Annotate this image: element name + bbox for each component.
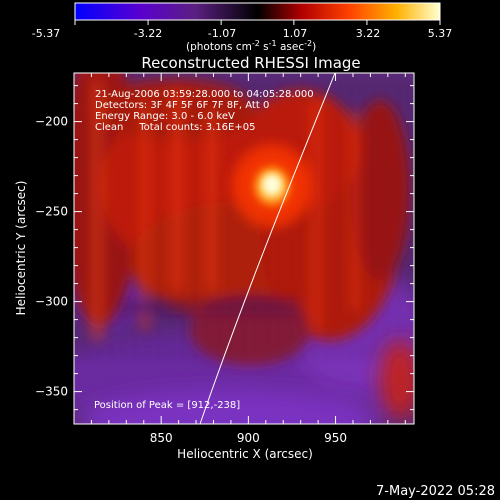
y-axis-label: Heliocentric Y (arcsec) [14,181,28,316]
flare-peak [232,144,312,228]
colorbar-tick-label: 5.37 [428,27,453,40]
solar-limb [199,73,336,424]
info-energy-range: Energy Range: 3.0 - 6.0 keV [95,111,235,122]
info-detectors: Detectors: 3F 4F 5F 6F 7F 8F, Att 0 [95,100,269,111]
x-axis-label: Heliocentric X (arcsec) [177,447,313,461]
peak-position-label: Position of Peak = [912,-238] [94,400,240,411]
x-tick-label: 900 [237,431,260,445]
y-axis: −200 −250 −300 −350 [35,85,414,411]
colorbar-tick-label: -3.22 [134,27,162,40]
y-tick-label: −300 [35,295,68,309]
colorbar-tick-label: -5.37 [32,27,60,40]
colorbar-tick-label: -1.07 [208,27,236,40]
x-tick-label: 950 [324,431,347,445]
info-time-range: 21-Aug-2006 03:59:28.000 to 04:05:28.000 [95,89,314,100]
y-tick-label: −200 [35,115,68,129]
y-tick-label: −350 [35,385,68,399]
plot-frame [73,72,415,425]
x-tick-label: 850 [150,431,173,445]
colorbar-ticks [74,20,441,25]
rhessi-image [74,73,414,424]
observation-info: 21-Aug-2006 03:59:28.000 to 04:05:28.000… [95,89,314,133]
footer-timestamp: 7-May-2022 05:28 [376,484,495,499]
y-tick-label: −250 [35,205,68,219]
colorbar-tick-label: 3.22 [356,27,381,40]
plot-title: Reconstructed RHESSI Image [141,54,360,72]
info-clean-counts: Clean Total counts: 3.16E+05 [95,122,255,133]
colorbar-tick-label: 1.07 [283,27,308,40]
colorbar-gradient [74,2,441,21]
x-axis: 850 900 950 [73,73,406,445]
colorbar: -5.37 -3.22 -1.07 1.07 3.22 5.37 (photon… [32,2,453,53]
colorbar-unit-label: (photons cm-2 s-1 asec-2) [186,39,316,53]
